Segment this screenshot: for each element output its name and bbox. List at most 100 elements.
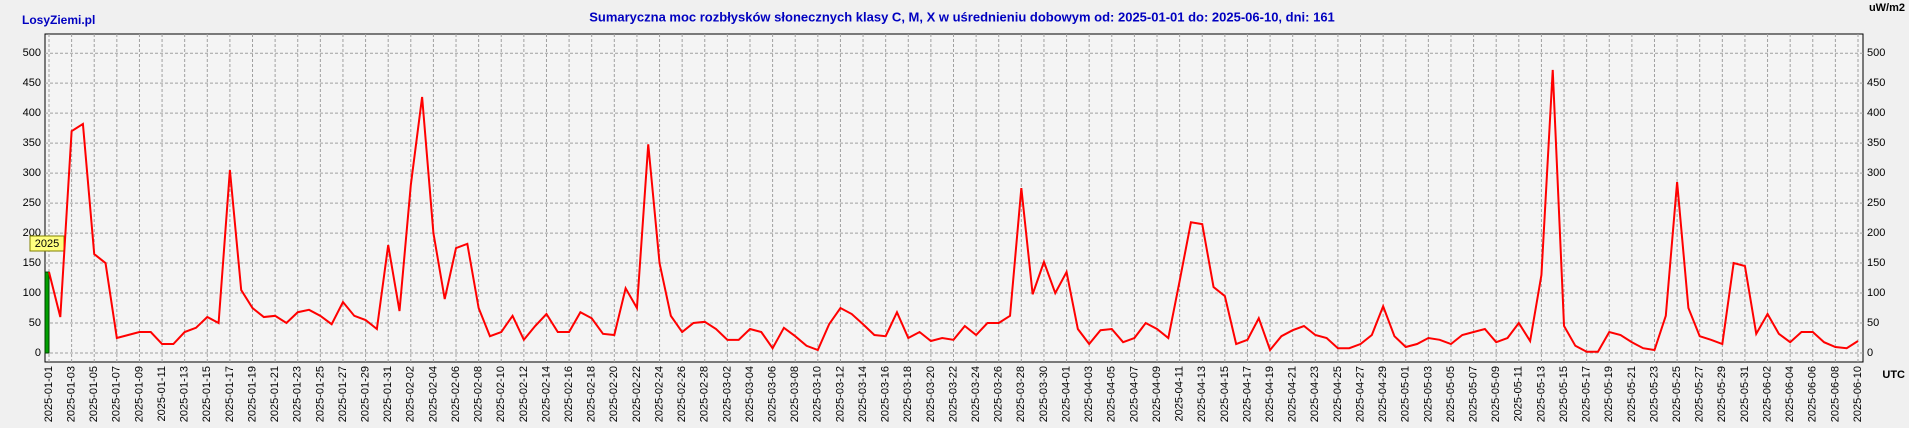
y-tick-label-right: 450 — [1867, 77, 1885, 89]
x-tick-label: 2025-06-04 — [1784, 366, 1796, 422]
y-tick-label: 300 — [23, 167, 41, 179]
x-tick-label: 2025-06-02 — [1761, 366, 1773, 422]
x-tick-label: 2025-05-25 — [1671, 366, 1683, 422]
x-tick-label: 2025-01-11 — [156, 366, 168, 421]
x-tick-label: 2025-05-11 — [1513, 366, 1525, 421]
x-tick-label: 2025-03-24 — [970, 366, 982, 422]
y-tick-label-right: 350 — [1867, 137, 1885, 149]
x-tick-label: 2025-04-17 — [1241, 366, 1253, 422]
x-tick-label: 2025-05-07 — [1467, 366, 1479, 422]
x-tick-label: 2025-04-11 — [1174, 366, 1186, 421]
x-tick-label: 2025-03-08 — [789, 366, 801, 422]
x-tick-label: 2025-05-27 — [1694, 366, 1706, 422]
x-tick-label: 2025-06-10 — [1852, 366, 1864, 422]
x-tick-label: 2025-05-17 — [1581, 366, 1593, 422]
x-tick-label: 2025-03-02 — [721, 366, 733, 422]
x-tick-label: 2025-02-08 — [473, 366, 485, 422]
y-tick-label-right: 300 — [1867, 167, 1885, 179]
x-tick-label: 2025-01-15 — [201, 366, 213, 422]
x-tick-label: 2025-01-09 — [133, 366, 145, 422]
x-tick-label: 2025-02-20 — [608, 366, 620, 422]
y-tick-label: 100 — [23, 287, 41, 299]
x-tick-label: 2025-05-21 — [1626, 366, 1638, 422]
x-tick-label: 2025-05-19 — [1603, 366, 1615, 422]
x-tick-label: 2025-02-12 — [518, 366, 530, 422]
y-tick-label-right: 500 — [1867, 47, 1885, 59]
x-tick-label: 2025-04-13 — [1196, 366, 1208, 422]
y-unit: uW/m2 — [1869, 2, 1905, 14]
x-tick-label: 2025-01-27 — [337, 366, 349, 422]
y-tick-label-right: 0 — [1867, 347, 1873, 359]
y-tick-label: 0 — [35, 347, 41, 359]
x-tick-label: 2025-05-15 — [1558, 366, 1570, 422]
x-tick-label: 2025-04-21 — [1287, 366, 1299, 422]
x-tick-label: 2025-03-26 — [993, 366, 1005, 422]
x-tick-label: 2025-04-27 — [1354, 366, 1366, 422]
y-tick-label-right: 150 — [1867, 257, 1885, 269]
x-tick-label: 2025-01-13 — [179, 366, 191, 422]
x-tick-label: 2025-01-17 — [224, 366, 236, 422]
x-tick-label: 2025-05-05 — [1445, 366, 1457, 422]
x-tick-label: 2025-02-14 — [540, 366, 552, 422]
x-tick-label: 2025-01-01 — [43, 366, 55, 422]
x-tick-label: 2025-03-14 — [857, 366, 869, 422]
x-tick-label: 2025-02-16 — [563, 366, 575, 422]
x-tick-label: 2025-02-28 — [699, 366, 711, 422]
y-tick-label-right: 400 — [1867, 107, 1885, 119]
y-tick-label-right: 100 — [1867, 287, 1885, 299]
x-tick-label: 2025-02-26 — [676, 366, 688, 422]
x-tick-label: 2025-01-05 — [88, 366, 100, 422]
x-tick-label: 2025-04-25 — [1332, 366, 1344, 422]
x-tick-label: 2025-02-06 — [450, 366, 462, 422]
y-tick-label: 50 — [29, 317, 41, 329]
x-tick-label: 2025-05-23 — [1648, 366, 1660, 422]
x-tick-label: 2025-01-31 — [382, 366, 394, 422]
x-tick-label: 2025-02-22 — [631, 366, 643, 422]
x-tick-label: 2025-03-16 — [880, 366, 892, 422]
x-tick-label: 2025-03-30 — [1038, 366, 1050, 422]
x-tick-label: 2025-04-19 — [1264, 366, 1276, 422]
y-tick-label-right: 250 — [1867, 197, 1885, 209]
x-tick-label: 2025-04-07 — [1128, 366, 1140, 422]
x-tick-label: 2025-01-03 — [66, 366, 78, 422]
y-tick-label-right: 200 — [1867, 227, 1885, 239]
x-tick-label: 2025-03-12 — [834, 366, 846, 422]
y-tick-label: 500 — [23, 47, 41, 59]
x-tick-label: 2025-05-01 — [1400, 366, 1412, 422]
x-tick-label: 2025-03-04 — [744, 366, 756, 422]
x-tick-label: 2025-03-06 — [767, 366, 779, 422]
x-tick-label: 2025-02-10 — [495, 366, 507, 422]
x-tick-label: 2025-01-25 — [314, 366, 326, 422]
x-tick-label: 2025-03-20 — [925, 366, 937, 422]
x-tick-label: 2025-01-19 — [246, 366, 258, 422]
x-tick-label: 2025-06-06 — [1807, 366, 1819, 422]
y-tick-label: 150 — [23, 257, 41, 269]
x-tick-label: 2025-05-13 — [1535, 366, 1547, 422]
x-tick-label: 2025-05-09 — [1490, 366, 1502, 422]
x-tick-label: 2025-01-29 — [359, 366, 371, 422]
y-tick-label-right: 50 — [1867, 317, 1879, 329]
x-tick-label: 2025-03-10 — [812, 366, 824, 422]
x-tick-label: 2025-03-28 — [1015, 366, 1027, 422]
x-tick-label: 2025-04-29 — [1377, 366, 1389, 422]
x-tick-label: 2025-03-18 — [902, 366, 914, 422]
x-tick-label: 2025-04-09 — [1151, 366, 1163, 422]
x-tick-label: 2025-02-02 — [405, 366, 417, 422]
x-tick-label: 2025-02-24 — [653, 366, 665, 422]
site-name: LosyZiemi.pl — [22, 13, 95, 27]
year-marker — [44, 271, 50, 354]
x-tick-label: 2025-02-18 — [586, 366, 598, 422]
chart-title: Sumaryczna moc rozbłysków słonecznych kl… — [589, 9, 1335, 24]
x-tick-label: 2025-04-23 — [1309, 366, 1321, 422]
x-tick-label: 2025-05-03 — [1422, 366, 1434, 422]
x-tick-label: 2025-04-01 — [1060, 366, 1072, 422]
x-tick-label: 2025-02-04 — [427, 366, 439, 422]
y-tick-label: 250 — [23, 197, 41, 209]
x-tick-label: 2025-01-21 — [269, 366, 281, 422]
x-tick-label: 2025-01-07 — [111, 366, 123, 422]
y-tick-label: 450 — [23, 77, 41, 89]
x-tick-label: 2025-03-22 — [947, 366, 959, 422]
y-tick-label: 400 — [23, 107, 41, 119]
x-unit: UTC — [1882, 369, 1905, 381]
